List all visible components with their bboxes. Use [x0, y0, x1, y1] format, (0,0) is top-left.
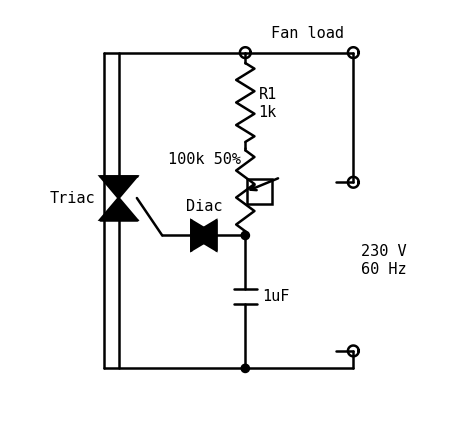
- Text: 1k: 1k: [259, 105, 277, 120]
- Text: Diac: Diac: [185, 199, 222, 214]
- Circle shape: [241, 364, 249, 373]
- Text: Fan load: Fan load: [271, 26, 344, 41]
- Polygon shape: [100, 198, 137, 220]
- Bar: [247, 179, 272, 204]
- Polygon shape: [100, 176, 137, 198]
- Polygon shape: [191, 221, 216, 250]
- Text: 230 V
60 Hz: 230 V 60 Hz: [361, 244, 406, 277]
- Polygon shape: [191, 221, 216, 250]
- Text: R1: R1: [259, 87, 277, 102]
- Text: 100k 50%: 100k 50%: [168, 152, 241, 167]
- Text: Triac: Triac: [50, 191, 95, 205]
- Text: 1uF: 1uF: [262, 289, 289, 304]
- Circle shape: [241, 231, 249, 240]
